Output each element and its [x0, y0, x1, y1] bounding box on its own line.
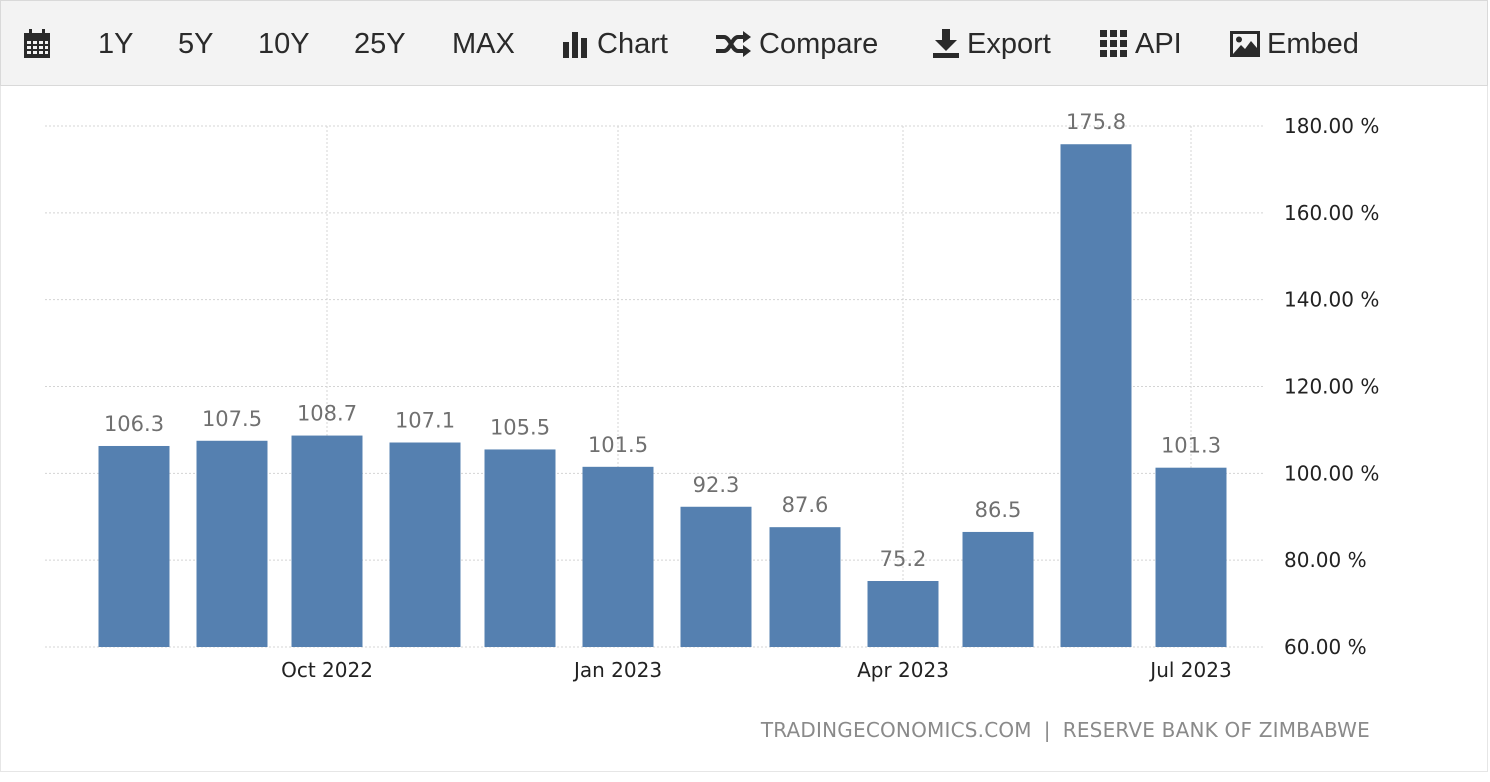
bar	[582, 466, 654, 647]
calendar-button[interactable]	[23, 1, 58, 87]
y-tick-label: 60.00 %	[1284, 635, 1367, 659]
range-max-label: MAX	[452, 27, 515, 60]
api-button-label: API	[1135, 27, 1182, 60]
data-label: 107.5	[202, 407, 262, 431]
data-label: 86.5	[975, 498, 1022, 522]
api-button[interactable]: API	[1100, 1, 1182, 87]
bar	[196, 440, 268, 647]
export-button[interactable]: Export	[932, 1, 1051, 87]
bar	[962, 531, 1034, 647]
range-25y-button[interactable]: 25Y	[354, 1, 406, 87]
source-separator: |	[1043, 718, 1051, 742]
bar-chart: 180.00 % 160.00 % 140.00 % 120.00 % 100.00 %…	[45, 110, 1379, 682]
download-icon	[933, 29, 959, 58]
chart-button-label: Chart	[597, 27, 668, 60]
embed-button-label: Embed	[1267, 27, 1359, 60]
range-5y-label: 5Y	[178, 27, 214, 60]
bar	[1060, 144, 1132, 648]
bar-chart-icon	[563, 32, 587, 58]
data-label: 87.6	[782, 493, 829, 517]
embed-button[interactable]: Embed	[1230, 1, 1359, 87]
x-tick-label: Apr 2023	[857, 658, 949, 682]
shuffle-icon	[716, 31, 751, 57]
data-label: 108.7	[297, 402, 357, 426]
range-max-button[interactable]: MAX	[452, 1, 515, 87]
source-provider: RESERVE BANK OF ZIMBABWE	[1062, 718, 1370, 742]
chart-button[interactable]: Chart	[562, 1, 668, 87]
compare-button[interactable]: Compare	[714, 1, 878, 87]
bar	[484, 449, 556, 647]
bar	[769, 527, 841, 647]
bar	[680, 506, 752, 647]
bar	[1155, 467, 1227, 647]
y-tick-label: 120.00 %	[1284, 375, 1379, 399]
data-label: 106.3	[104, 412, 164, 436]
data-label: 175.8	[1066, 110, 1126, 134]
range-1y-button[interactable]: 1Y	[98, 1, 133, 87]
x-tick-label: Jan 2023	[572, 658, 662, 682]
export-button-label: Export	[967, 27, 1051, 60]
data-label: 101.5	[588, 433, 648, 457]
source-site: TRADINGECONOMICS.COM	[760, 718, 1032, 742]
compare-button-label: Compare	[759, 27, 879, 60]
range-10y-label: 10Y	[258, 27, 310, 60]
bar	[389, 442, 461, 647]
x-tick-label: Oct 2022	[281, 658, 373, 682]
grid-icon	[1100, 30, 1127, 57]
bar	[98, 445, 170, 647]
data-label: 105.5	[490, 415, 550, 439]
x-tick-label: Jul 2023	[1148, 658, 1231, 682]
toolbar: 1Y 5Y 10Y 25Y MAX Chart Compare Export	[0, 0, 1488, 86]
range-25y-label: 25Y	[354, 27, 406, 60]
y-tick-label: 180.00 %	[1284, 114, 1379, 138]
range-5y-button[interactable]: 5Y	[178, 1, 213, 87]
data-label: 92.3	[693, 473, 740, 497]
image-icon	[1230, 31, 1260, 57]
y-tick-label: 80.00 %	[1284, 548, 1367, 572]
range-1y-label: 1Y	[98, 27, 134, 60]
y-tick-label: 100.00 %	[1284, 461, 1379, 485]
y-tick-label: 140.00 %	[1284, 288, 1379, 312]
y-tick-label: 160.00 %	[1284, 201, 1379, 225]
bar	[867, 581, 939, 647]
bar	[291, 435, 363, 647]
data-label: 107.1	[395, 409, 455, 433]
range-10y-button[interactable]: 10Y	[258, 1, 310, 87]
source-credit: TRADINGECONOMICS.COM | RESERVE BANK OF ZIM…	[761, 718, 1370, 742]
calendar-icon	[24, 29, 50, 58]
data-label: 75.2	[880, 547, 927, 571]
data-label: 101.3	[1161, 434, 1221, 458]
chart-frame: 180.00 % 160.00 % 140.00 % 120.00 % 100.00 %…	[0, 86, 1488, 772]
